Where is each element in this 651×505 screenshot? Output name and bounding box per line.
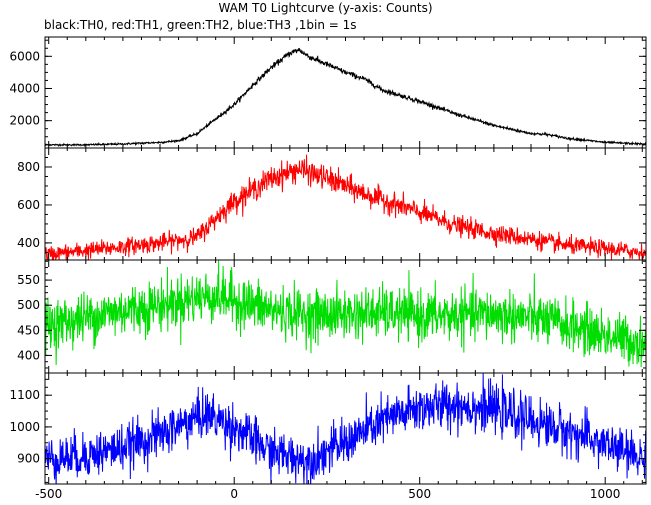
chart-subtitle: black:TH0, red:TH1, green:TH2, blue:TH3 … (44, 18, 357, 32)
y-tick-label-TH0: 6000 (9, 49, 40, 63)
y-tick-label-TH1: 600 (17, 198, 40, 212)
panel-frame-TH0 (44, 36, 647, 149)
y-tick-label-TH3: 900 (17, 452, 40, 466)
y-tick-label-TH2: 500 (17, 298, 40, 312)
panel-frame-TH3 (44, 372, 647, 485)
y-tick-label-TH1: 400 (17, 236, 40, 250)
y-tick-label-TH0: 2000 (9, 114, 40, 128)
series-line-TH2 (45, 260, 646, 368)
series-line-TH0 (45, 47, 646, 148)
y-tick-label-TH2: 550 (17, 273, 40, 287)
y-tick-label-TH0: 4000 (9, 81, 40, 95)
x-tick-label: -500 (35, 487, 62, 501)
x-tick-label: 1000 (590, 487, 621, 501)
y-tick-label-TH3: 1100 (9, 388, 40, 402)
series-line-TH1 (45, 154, 646, 260)
x-tick-label: 0 (230, 487, 238, 501)
y-tick-label-TH2: 450 (17, 323, 40, 337)
chart-title: WAM T0 Lightcurve (y-axis: Counts) (218, 1, 433, 15)
series-line-TH3 (45, 373, 646, 484)
y-tick-label-TH3: 1000 (9, 420, 40, 434)
y-tick-label-TH1: 800 (17, 160, 40, 174)
y-tick-label-TH2: 400 (17, 348, 40, 362)
x-tick-label: 500 (408, 487, 431, 501)
